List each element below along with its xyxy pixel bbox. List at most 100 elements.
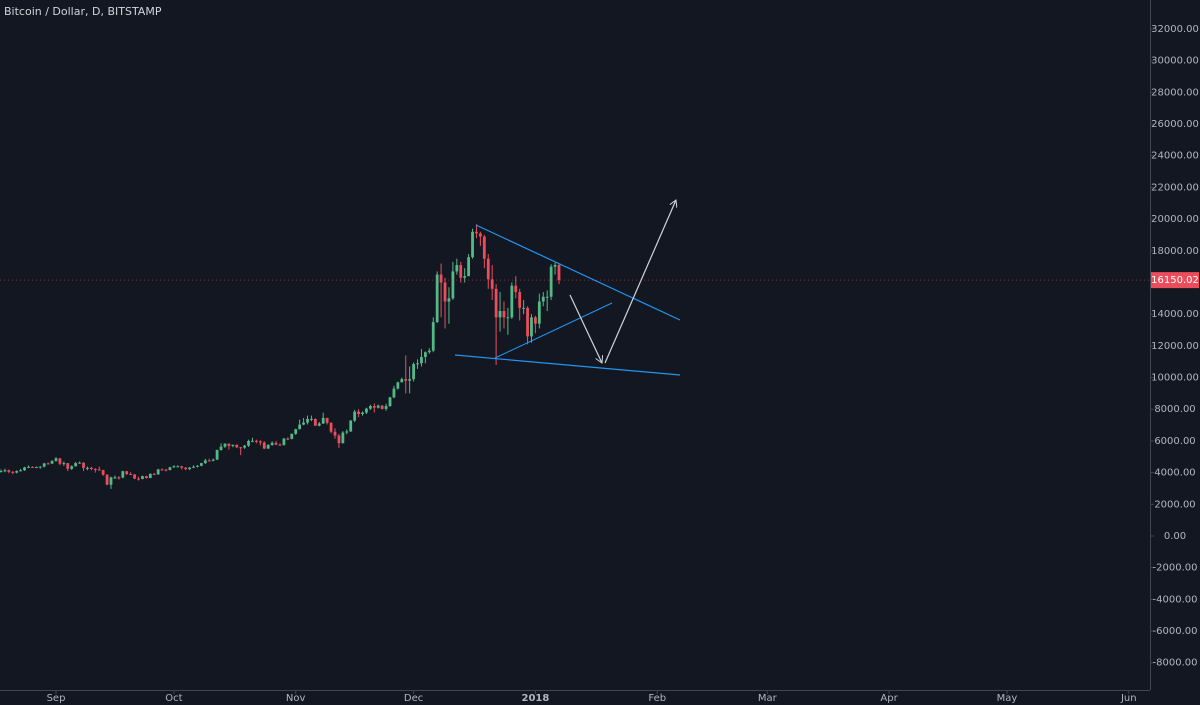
candle-body bbox=[478, 233, 482, 237]
candle-body bbox=[361, 412, 364, 414]
candle-body bbox=[196, 465, 199, 467]
candle-body bbox=[227, 443, 231, 446]
candle-body bbox=[199, 463, 203, 466]
candle-body bbox=[266, 445, 270, 449]
x-tick-label: Sep bbox=[47, 693, 66, 704]
trend-line bbox=[454, 354, 681, 376]
candle-body bbox=[333, 431, 337, 436]
candle-body bbox=[152, 473, 156, 475]
candle-body bbox=[443, 282, 447, 302]
arrow bbox=[569, 294, 602, 363]
candle-body bbox=[231, 444, 235, 446]
trend-line bbox=[475, 224, 681, 321]
last-price-box bbox=[1151, 272, 1199, 289]
candle-body bbox=[74, 463, 78, 467]
arrow bbox=[604, 200, 676, 364]
candle-body bbox=[321, 417, 325, 424]
candle-body bbox=[113, 477, 117, 479]
candle-body bbox=[427, 350, 431, 353]
candle-body bbox=[439, 274, 443, 283]
candle-body bbox=[365, 408, 368, 413]
candle-body bbox=[337, 435, 341, 444]
candle-body bbox=[329, 422, 333, 432]
candle-body bbox=[557, 265, 561, 281]
candle-body bbox=[486, 258, 490, 280]
candle-body bbox=[89, 467, 93, 469]
candle-body bbox=[164, 469, 168, 471]
y-tick-label: 32000.00 bbox=[1151, 24, 1199, 35]
candle-body bbox=[219, 446, 223, 450]
candle-body bbox=[313, 418, 317, 426]
y-tick-label: 20000.00 bbox=[1151, 214, 1199, 225]
candle-body bbox=[541, 296, 545, 302]
candle-body bbox=[482, 236, 486, 259]
y-tick-label: 8000.00 bbox=[1154, 404, 1195, 415]
candle-body bbox=[93, 468, 97, 470]
candle-body bbox=[317, 423, 321, 426]
candle-body bbox=[223, 443, 227, 447]
candle-body bbox=[144, 476, 148, 479]
candle-body bbox=[451, 271, 455, 299]
candle-body bbox=[66, 463, 70, 469]
candle-body bbox=[101, 470, 105, 475]
candle-body bbox=[133, 474, 136, 479]
x-tick-label: Nov bbox=[286, 693, 306, 704]
candle-body bbox=[70, 466, 74, 469]
candle-body bbox=[180, 466, 184, 468]
y-tick-label: -6000.00 bbox=[1153, 626, 1198, 637]
candle-body bbox=[506, 317, 510, 319]
candle-body bbox=[211, 459, 215, 461]
candle-body bbox=[184, 467, 188, 470]
candle-body bbox=[50, 460, 54, 464]
candle-body bbox=[455, 265, 459, 272]
x-tick-label: 2018 bbox=[521, 693, 549, 704]
candle-body bbox=[494, 288, 498, 318]
candle-body bbox=[62, 463, 66, 465]
candle-body bbox=[400, 379, 404, 383]
candle-body bbox=[490, 279, 494, 289]
candle-body bbox=[176, 466, 180, 468]
candle-body bbox=[310, 418, 313, 420]
candle-body bbox=[498, 311, 502, 318]
candle-body bbox=[545, 296, 549, 298]
candle-body bbox=[416, 363, 419, 365]
x-tick-label: Feb bbox=[648, 693, 666, 704]
candle-body bbox=[376, 405, 380, 408]
candle-body bbox=[526, 307, 529, 337]
candle-body bbox=[141, 476, 144, 479]
y-tick-label: 2000.00 bbox=[1154, 499, 1195, 510]
candle-body bbox=[243, 445, 247, 448]
y-tick-label: -2000.00 bbox=[1153, 563, 1198, 574]
x-tick-label: Dec bbox=[404, 693, 423, 704]
candle-body bbox=[42, 463, 46, 467]
candle-body bbox=[502, 311, 506, 318]
candle-body bbox=[172, 466, 176, 468]
x-tick-label: Oct bbox=[165, 693, 182, 704]
y-tick-label: -4000.00 bbox=[1153, 594, 1198, 605]
candle-body bbox=[404, 379, 408, 381]
last-price-label: 16150.02 bbox=[1151, 275, 1199, 286]
candle-body bbox=[388, 397, 392, 407]
candle-body bbox=[46, 463, 50, 465]
candle-body bbox=[549, 266, 553, 297]
y-tick-label: 14000.00 bbox=[1151, 309, 1199, 320]
candle-body bbox=[58, 458, 62, 464]
y-tick-label: 0.00 bbox=[1164, 531, 1186, 542]
candle-body bbox=[86, 467, 89, 469]
candle-body bbox=[553, 265, 557, 267]
candle-body bbox=[117, 477, 121, 479]
trend-line bbox=[494, 302, 613, 359]
candle-body bbox=[215, 449, 219, 460]
candle-body bbox=[105, 474, 109, 485]
candle-body bbox=[258, 441, 262, 443]
candle-body bbox=[82, 462, 85, 468]
candle-body bbox=[121, 471, 125, 478]
candle-body bbox=[518, 292, 522, 308]
candle-body bbox=[306, 418, 309, 423]
candle-body bbox=[270, 442, 274, 446]
candle-body bbox=[471, 231, 474, 258]
candle-body bbox=[420, 356, 423, 364]
